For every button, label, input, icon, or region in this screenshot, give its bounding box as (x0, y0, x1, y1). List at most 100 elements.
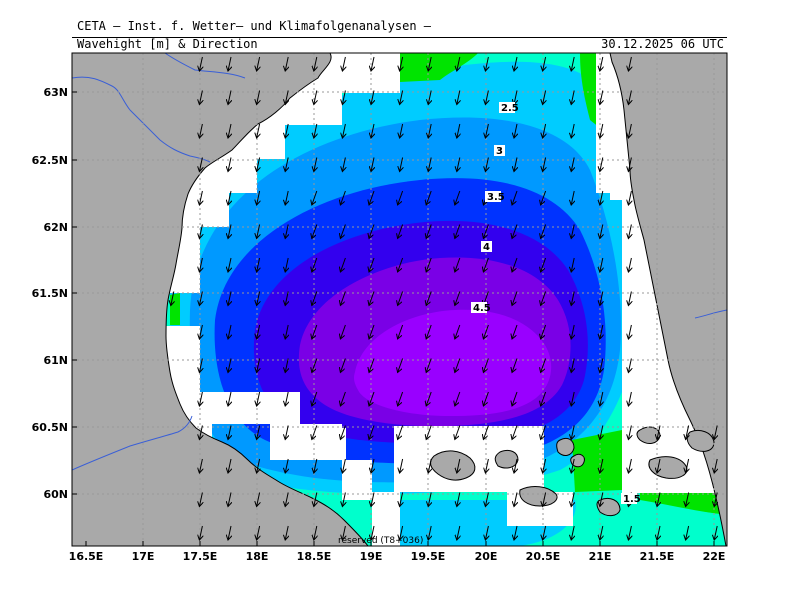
direction-arrow (199, 224, 202, 239)
direction-arrow (483, 224, 489, 239)
direction-arrow (314, 56, 317, 71)
direction-arrow (457, 157, 460, 172)
direction-arrow (426, 391, 432, 406)
direction-arrow (571, 257, 574, 272)
longitude-axis: 16.5E 17E 17.5E 18E 18.5E 19E 19.5E 20E 20.5E 21E… (69, 541, 726, 563)
direction-arrow (485, 157, 488, 172)
lon-label: 17E (132, 550, 155, 563)
direction-arrow (228, 56, 231, 71)
contour-label-4.5: 4.5 (473, 303, 491, 314)
direction-arrow (571, 157, 574, 172)
direction-arrow (371, 123, 374, 138)
direction-arrow (512, 358, 518, 373)
direction-arrow (571, 90, 574, 105)
direction-arrow (228, 324, 231, 339)
direction-arrow (514, 123, 517, 138)
direction-arrow (228, 291, 231, 306)
direction-arrow (485, 458, 488, 473)
direction-arrow (485, 56, 488, 71)
direction-arrow (714, 458, 717, 473)
direction-arrow (686, 458, 689, 473)
direction-arrow (314, 90, 317, 105)
direction-arrow (571, 492, 574, 507)
direction-arrow (455, 291, 461, 306)
direction-arrow (657, 458, 660, 473)
direction-arrow (600, 157, 603, 172)
direction-arrow (314, 492, 317, 507)
direction-arrow (541, 324, 547, 339)
lat-label: 60.5N (32, 421, 68, 434)
direction-arrow (369, 425, 375, 440)
direction-arrow (257, 324, 260, 339)
direction-arrow (714, 492, 717, 507)
direction-arrow (455, 190, 461, 205)
contour-label-1.5: 1.5 (623, 494, 641, 505)
direction-arrow (455, 257, 461, 272)
direction-arrow (340, 358, 346, 373)
direction-arrow (171, 291, 174, 306)
direction-arrow (657, 492, 660, 507)
direction-arrow (340, 257, 346, 272)
direction-arrow (369, 257, 375, 272)
direction-arrow (371, 56, 374, 71)
direction-arrow (512, 190, 518, 205)
land-archipelago-2 (519, 486, 558, 507)
direction-arrow (543, 157, 546, 172)
direction-arrow (257, 291, 260, 306)
direction-arrow (199, 291, 202, 306)
direction-arrow (285, 157, 288, 172)
lon-label: 22E (703, 550, 726, 563)
direction-arrow (571, 358, 574, 373)
direction-arrow (485, 492, 488, 507)
direction-arrow (257, 157, 260, 172)
direction-arrow (228, 224, 231, 239)
contour-label-4: 4 (483, 242, 490, 253)
contour-label-3.5: 3.5 (487, 192, 505, 203)
direction-arrow (257, 257, 260, 272)
direction-arrow (628, 56, 631, 71)
direction-arrow (257, 56, 260, 71)
copyright-text: reserved (T8+036) (338, 536, 423, 546)
direction-arrow (628, 525, 631, 540)
map-border (71, 52, 728, 547)
direction-arrow (314, 458, 317, 473)
direction-arrow (514, 492, 517, 507)
lat-label: 62N (43, 221, 68, 234)
lat-label: 61.5N (32, 287, 68, 300)
wave-direction-arrows (171, 56, 717, 540)
direction-arrow (483, 358, 489, 373)
direction-arrow (428, 123, 431, 138)
direction-arrow (543, 56, 546, 71)
contour-labels: 2.5 3 3.5 4 4.5 1.5 (471, 102, 641, 505)
direction-arrow (426, 291, 432, 306)
direction-arrow (512, 291, 518, 306)
lon-label: 18.5E (297, 550, 332, 563)
chart-title: CETA — Inst. f. Wetter— und Klimafolgena… (77, 19, 432, 33)
direction-arrow (342, 123, 345, 138)
direction-arrow (228, 157, 231, 172)
land-archipelago-4 (636, 426, 661, 444)
direction-arrow (285, 358, 288, 373)
direction-arrow (541, 224, 547, 239)
direction-arrow (400, 90, 403, 105)
direction-arrow (571, 224, 574, 239)
direction-arrow (714, 425, 717, 440)
direction-arrow (285, 123, 288, 138)
direction-arrow (600, 56, 603, 71)
direction-arrow (628, 324, 631, 339)
lat-label: 60N (43, 488, 68, 501)
direction-arrow (257, 224, 260, 239)
direction-arrow (369, 224, 375, 239)
lon-label: 20E (475, 550, 498, 563)
direction-arrow (369, 391, 375, 406)
direction-arrow (369, 358, 375, 373)
direction-arrow (541, 291, 547, 306)
direction-arrow (398, 425, 404, 440)
direction-arrow (342, 157, 345, 172)
direction-arrow (628, 458, 631, 473)
direction-arrow (485, 90, 488, 105)
direction-arrow (483, 391, 489, 406)
band-5 (354, 309, 552, 416)
direction-arrow (455, 224, 461, 239)
